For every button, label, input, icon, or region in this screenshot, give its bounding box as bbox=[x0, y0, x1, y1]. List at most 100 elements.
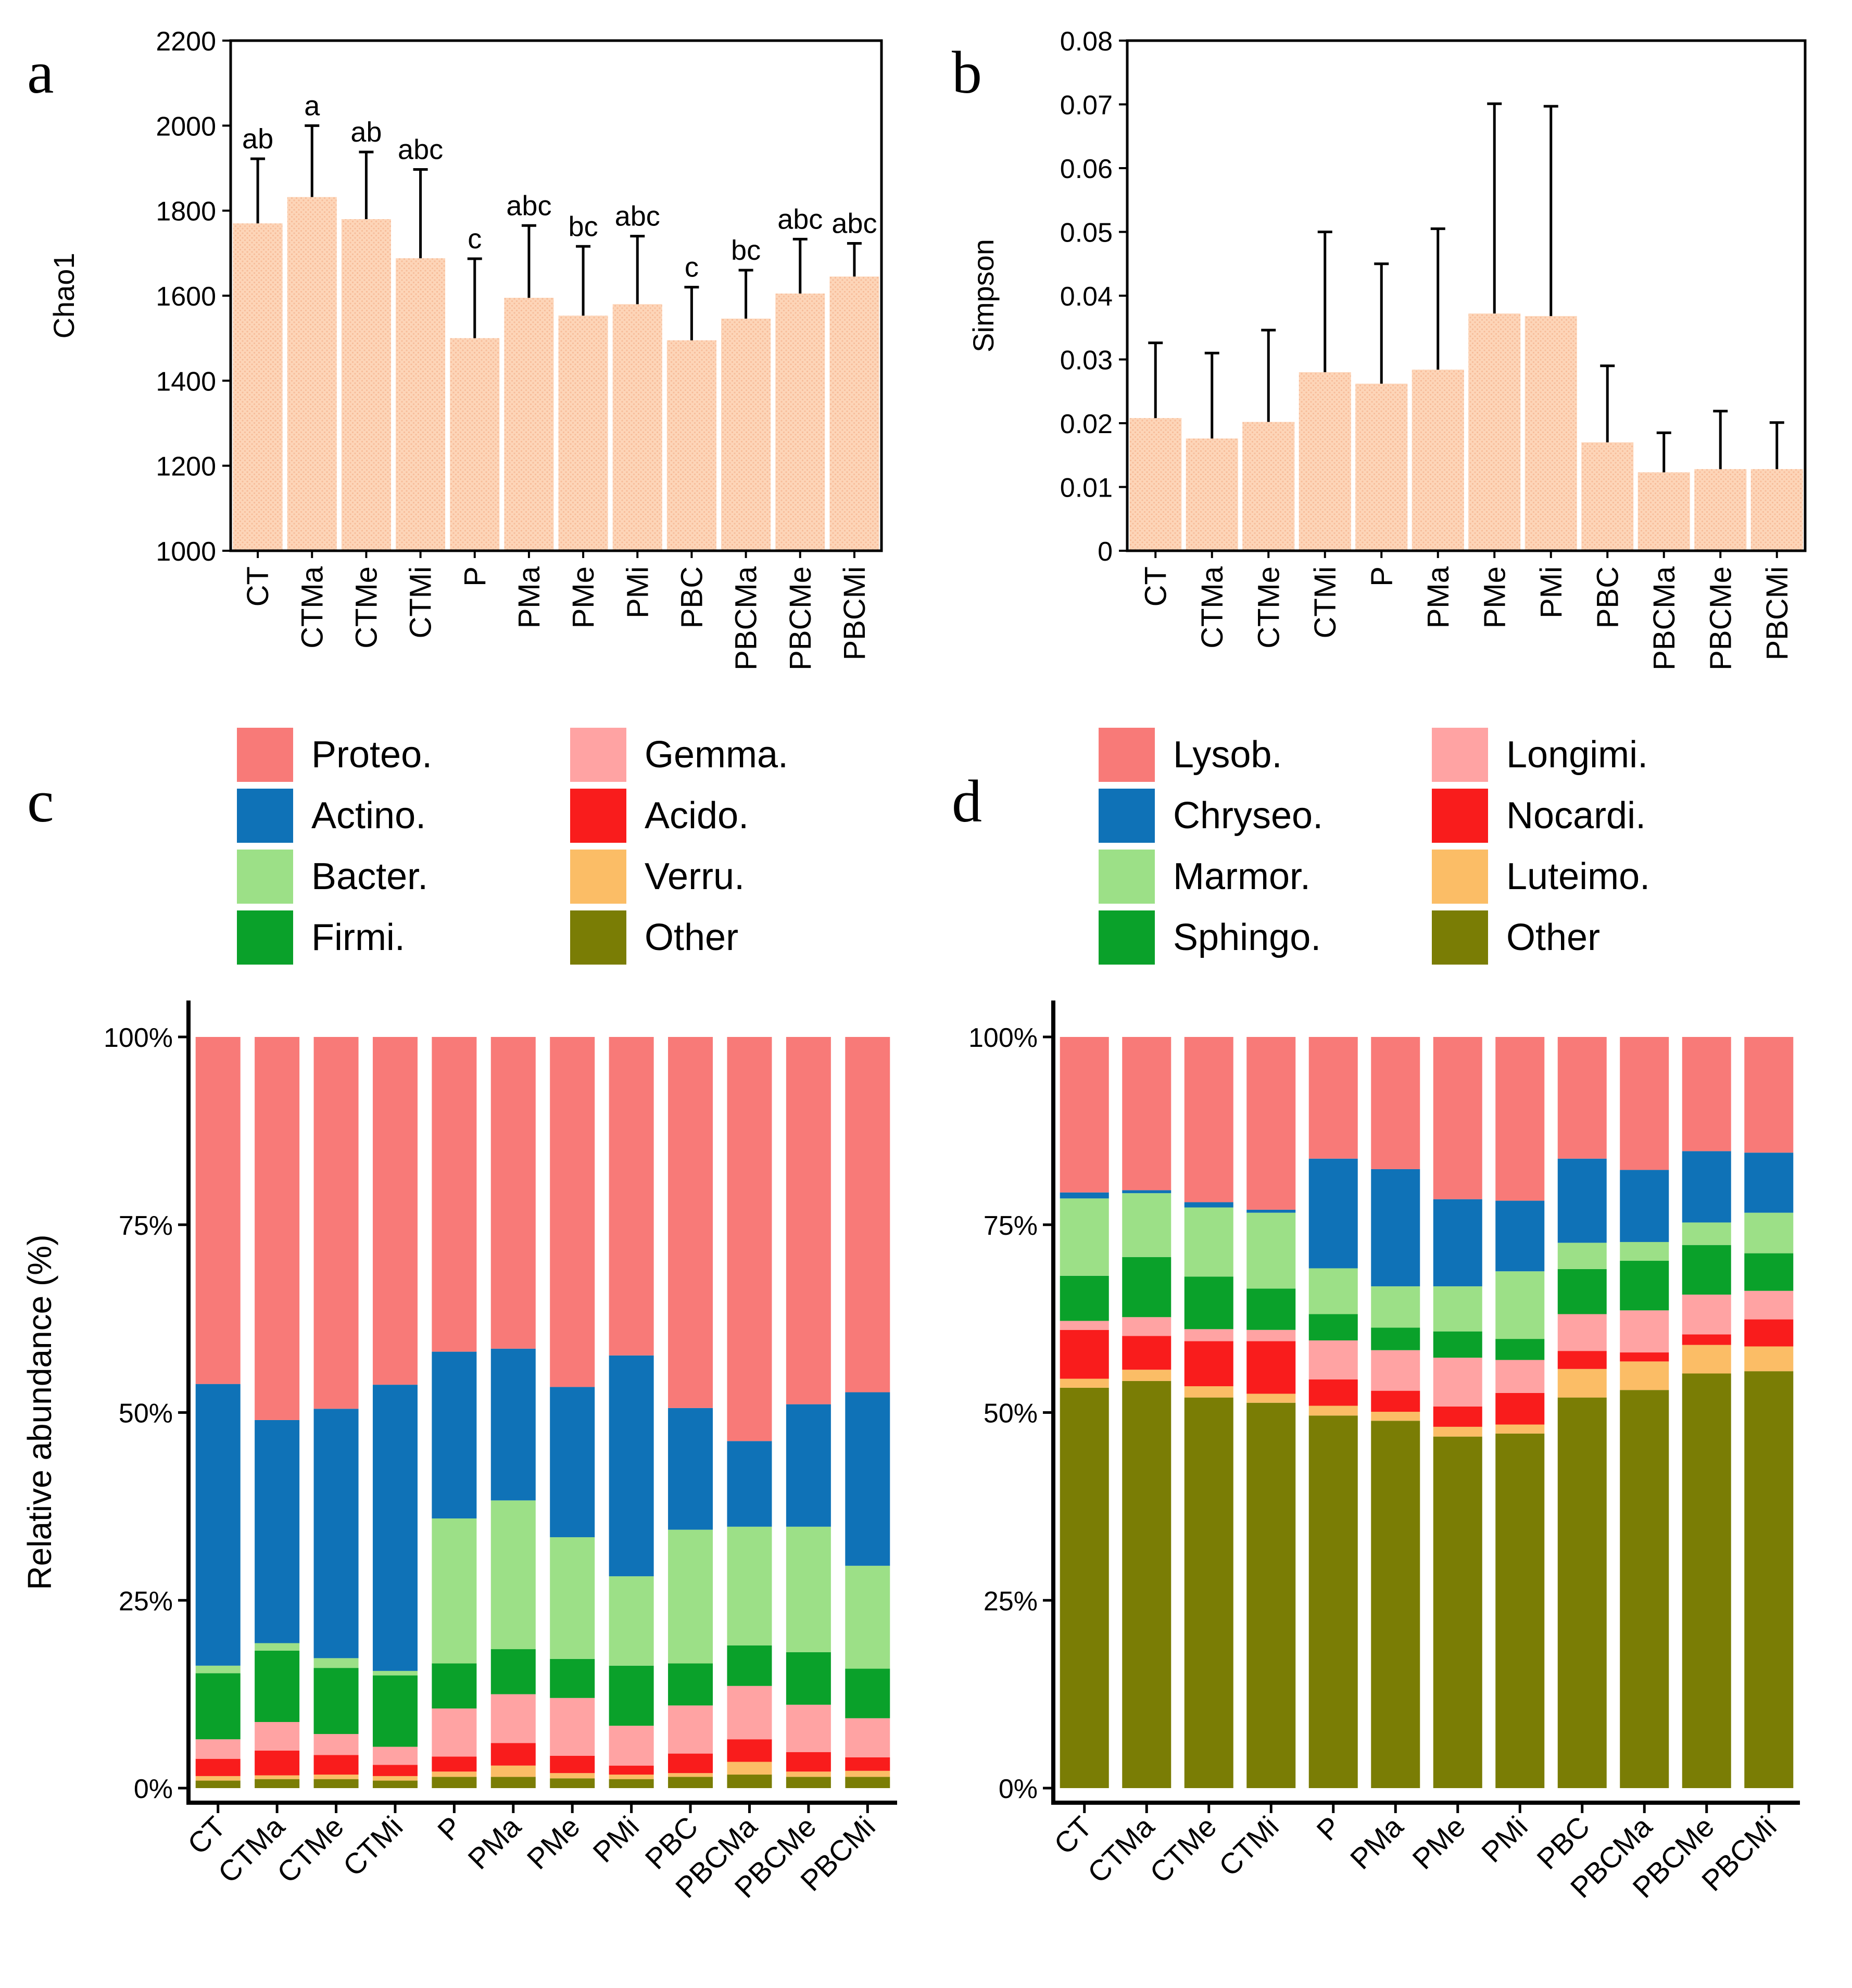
bar-segment-PMe-acido bbox=[550, 1755, 595, 1774]
legend-label-bacter: Bacter. bbox=[311, 856, 428, 897]
significance-label-PBC: c bbox=[685, 252, 699, 283]
bar-segment-PBCMa-acido bbox=[727, 1739, 772, 1762]
x-tick-label-PBCMe: PBCMe bbox=[784, 566, 817, 670]
y-tick-label: 0.02 bbox=[1060, 409, 1113, 439]
legend-swatch-luteimo bbox=[1432, 850, 1488, 904]
panel-label-b: b bbox=[952, 40, 982, 106]
bar-segment-PMi-verru bbox=[609, 1775, 654, 1779]
bar-segment-PMi-longimi bbox=[1495, 1360, 1545, 1393]
bar-segment-CT-chryseo bbox=[1060, 1192, 1109, 1199]
x-tick-label-CTMi: CTMi bbox=[1308, 566, 1342, 639]
bar-segment-PBC-bacter bbox=[668, 1529, 713, 1664]
x-tick-label-PBCMe: PBCMe bbox=[1704, 566, 1737, 670]
x-tick-label-PMi: PMi bbox=[586, 1810, 645, 1869]
bar-segment-PBC-other bbox=[668, 1777, 713, 1788]
bar-PBC bbox=[1581, 442, 1634, 551]
bar-segment-PMa-proteo bbox=[490, 1037, 536, 1349]
bar-segment-PMe-luteimo bbox=[1433, 1426, 1482, 1437]
bar-segment-PBCMa-lysob bbox=[1620, 1037, 1669, 1170]
bar-segment-PMe-other bbox=[1433, 1436, 1482, 1788]
y-tick-label: 50% bbox=[119, 1399, 173, 1429]
bar-segment-CTMi-nocardi bbox=[1246, 1341, 1296, 1394]
bar-segment-CTMe-gemma bbox=[313, 1734, 359, 1755]
bar-segment-PMa-longimi bbox=[1371, 1350, 1420, 1391]
bar-segment-CTMe-bacter bbox=[313, 1658, 359, 1668]
y-tick-label: 1200 bbox=[156, 452, 216, 482]
legend-swatch-nocardi bbox=[1432, 789, 1488, 843]
bar-segment-PBCMe-proteo bbox=[786, 1037, 831, 1404]
bar-segment-PMi-luteimo bbox=[1495, 1424, 1545, 1434]
x-tick-label-CTMa: CTMa bbox=[1195, 566, 1229, 649]
bar-segment-PMi-chryseo bbox=[1495, 1200, 1545, 1272]
bar-segment-PBCMe-nocardi bbox=[1682, 1334, 1731, 1345]
x-tick-label-PBCMi: PBCMi bbox=[838, 566, 872, 660]
y-tick-label: 1000 bbox=[156, 537, 216, 567]
bar-segment-CTMi-verru bbox=[372, 1776, 418, 1781]
bar-segment-CTMe-nocardi bbox=[1184, 1341, 1233, 1386]
bar-segment-CTMe-acido bbox=[313, 1755, 359, 1775]
bar-segment-P-lysob bbox=[1308, 1037, 1358, 1159]
y-tick-label: 1400 bbox=[156, 366, 216, 397]
bar-segment-PMa-luteimo bbox=[1371, 1412, 1420, 1421]
x-tick-label-CTMa: CTMa bbox=[211, 1809, 291, 1889]
bar-segment-P-firmi bbox=[432, 1663, 477, 1709]
bar-segment-CTMa-chryseo bbox=[1122, 1190, 1171, 1194]
bar-segment-PMe-lysob bbox=[1433, 1037, 1482, 1199]
bar-segment-P-gemma bbox=[432, 1708, 477, 1757]
bar-CT bbox=[1129, 418, 1182, 551]
y-tick-label: 25% bbox=[119, 1586, 173, 1616]
bar-segment-PBCMa-nocardi bbox=[1620, 1352, 1669, 1362]
bar-segment-PBCMi-lysob bbox=[1744, 1037, 1794, 1153]
bar-PBCMi bbox=[829, 276, 879, 551]
significance-label-CTMi: abc bbox=[398, 134, 443, 165]
x-tick-label-PMe: PMe bbox=[566, 566, 600, 628]
bar-segment-PBCMe-lysob bbox=[1682, 1037, 1731, 1151]
bar-segment-PMi-nocardi bbox=[1495, 1392, 1545, 1425]
bar-segment-CT-acido bbox=[195, 1758, 241, 1776]
bar-segment-PBCMe-verru bbox=[786, 1771, 831, 1777]
y-tick-label: 1800 bbox=[156, 197, 216, 227]
bar-segment-CTMa-acido bbox=[255, 1750, 300, 1776]
bar-segment-PMe-sphingo bbox=[1433, 1331, 1482, 1358]
bar-segment-CTMa-proteo bbox=[255, 1037, 300, 1420]
x-tick-label-CTMa: CTMa bbox=[1081, 1809, 1161, 1889]
significance-label-PMi: abc bbox=[615, 201, 660, 232]
bar-segment-PBCMa-chryseo bbox=[1620, 1170, 1669, 1242]
significance-label-PMa: abc bbox=[506, 190, 551, 221]
bar-segment-PMa-other bbox=[490, 1777, 536, 1788]
x-tick-label-PBCMi: PBCMi bbox=[1760, 566, 1794, 660]
x-tick-label-CT: CT bbox=[241, 566, 275, 606]
bar-CTMa bbox=[1186, 438, 1238, 551]
x-tick-label-PMe: PMe bbox=[1478, 566, 1511, 628]
bar-segment-PBCMi-gemma bbox=[845, 1718, 890, 1757]
bar-segment-P-longimi bbox=[1308, 1340, 1358, 1380]
bar-segment-PMi-firmi bbox=[609, 1665, 654, 1726]
bar-segment-PMa-actino bbox=[490, 1348, 536, 1501]
bar-segment-P-proteo bbox=[432, 1037, 477, 1352]
bar-segment-PBCMe-actino bbox=[786, 1404, 831, 1527]
bar-segment-PMi-proteo bbox=[609, 1037, 654, 1356]
bar-segment-P-chryseo bbox=[1308, 1158, 1358, 1269]
bar-segment-PBC-marmor bbox=[1557, 1243, 1607, 1269]
bar-segment-PBCMi-longimi bbox=[1744, 1290, 1794, 1320]
bar-segment-CTMa-longimi bbox=[1122, 1317, 1171, 1336]
legend-swatch-sphingo bbox=[1099, 910, 1155, 965]
y-tick-label: 0% bbox=[999, 1774, 1038, 1804]
bar-P bbox=[1355, 384, 1408, 551]
significance-label-PMe: bc bbox=[569, 211, 598, 242]
legend-swatch-other bbox=[1432, 910, 1488, 965]
x-tick-label-PBC: PBC bbox=[675, 566, 709, 628]
bar-segment-CTMi-firmi bbox=[372, 1675, 418, 1747]
bar-segment-CTMi-bacter bbox=[372, 1670, 418, 1676]
x-tick-label-PMa: PMa bbox=[461, 1809, 527, 1876]
x-tick-label-CTMe: CTMe bbox=[1143, 1810, 1223, 1889]
x-tick-label-PMi: PMi bbox=[1475, 1810, 1534, 1869]
legend-swatch-bacter bbox=[237, 850, 293, 904]
x-tick-label-PMa: PMa bbox=[1421, 566, 1455, 628]
y-tick-label: 75% bbox=[119, 1211, 173, 1241]
legend-label-verru: Verru. bbox=[645, 856, 745, 897]
x-tick-label-CT: CT bbox=[1048, 1810, 1098, 1860]
x-tick-label-CTMe: CTMe bbox=[271, 1810, 350, 1889]
bar-segment-CTMa-bacter bbox=[255, 1643, 300, 1651]
bar-PBCMi bbox=[1750, 469, 1803, 551]
